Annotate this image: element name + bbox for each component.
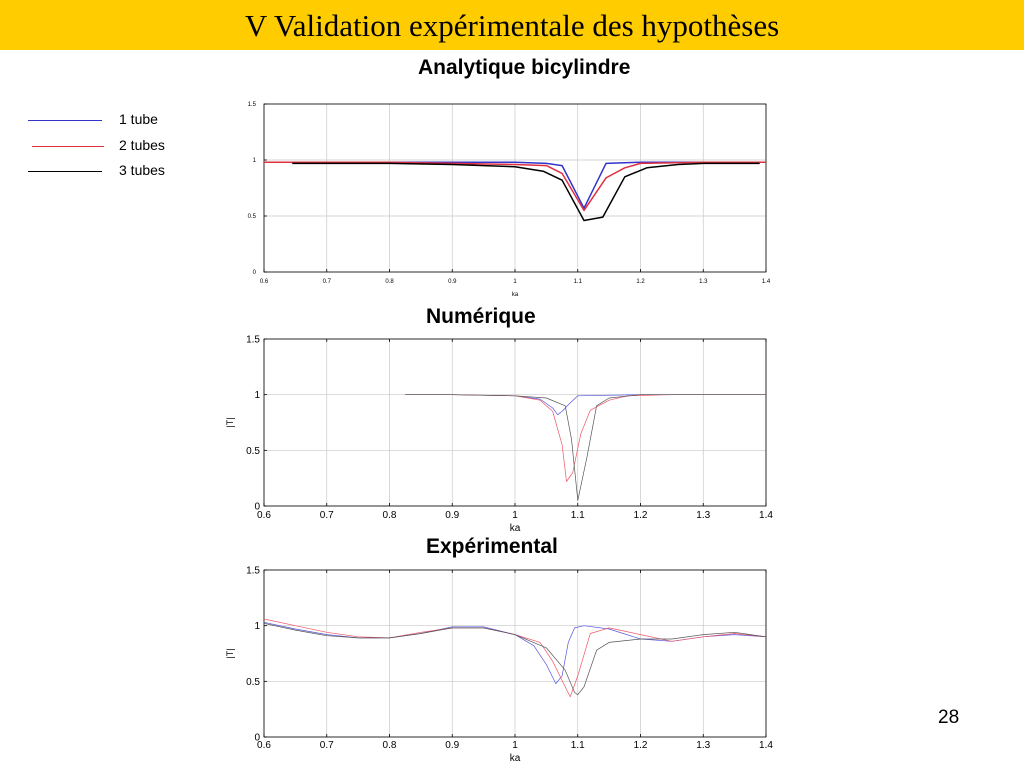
x-tick-label: 1.1 [574, 279, 583, 285]
series-line-2 [264, 161, 766, 212]
x-tick-label: 0.6 [260, 279, 269, 285]
legend-line-2-tubes [32, 146, 104, 147]
x-tick-label: 1.4 [762, 279, 771, 285]
legend-label-1-tube: 1 tube [119, 111, 158, 127]
legend-item-3-tubes: 3 tubes [28, 161, 198, 181]
y-tick-label: 1 [254, 390, 260, 401]
x-tick-label: 1 [512, 510, 518, 521]
x-axis-label: ka [510, 523, 521, 534]
x-tick-label: 1.2 [636, 279, 645, 285]
x-tick-label: 1.1 [571, 510, 585, 521]
y-tick-label: 1.5 [248, 102, 257, 108]
legend-item-2-tubes: 2 tubes [28, 136, 198, 156]
slide-title: V Validation expérimentale des hypothèse… [244, 8, 780, 43]
chart-1: 0.6 0.7 0.8 0.9 1 1.1 1.2 1.3 1.4 0 0.5 1 1.5 ka |T| [225, 335, 773, 535]
chart-title-analytique: Analytique bicylindre [418, 56, 631, 79]
x-tick-label: 0.8 [385, 279, 394, 285]
y-tick-label: 0.5 [248, 214, 257, 220]
y-axis-label: |T| [225, 648, 235, 658]
x-tick-label: 1.3 [696, 510, 710, 521]
chart-title-numerique: Numérique [426, 305, 536, 328]
x-tick-label: 1 [513, 279, 517, 285]
y-tick-label: 0 [254, 502, 260, 513]
x-tick-label: 1 [512, 740, 518, 751]
x-tick-label: 1.2 [634, 740, 648, 751]
x-tick-label: 0.7 [323, 279, 332, 285]
x-axis-label: ka [510, 753, 521, 764]
x-axis-label: ka [512, 292, 519, 298]
x-tick-label: 1.1 [571, 740, 585, 751]
y-axis-label: |T| [225, 417, 235, 427]
y-tick-label: 0.5 [246, 677, 260, 688]
chart-0: 0.6 0.7 0.8 0.9 1 1.1 1.2 1.3 1.4 0 0.5 1 1.5 ka [248, 102, 771, 298]
chart-title-experimental: Expérimental [426, 535, 558, 558]
x-tick-label: 0.9 [445, 510, 459, 521]
x-tick-label: 1.2 [634, 510, 648, 521]
x-tick-label: 1.3 [699, 279, 708, 285]
legend-label-2-tubes: 2 tubes [119, 137, 165, 153]
series-line-1 [405, 394, 766, 416]
x-tick-label: 1.4 [759, 740, 773, 751]
y-tick-label: 0 [253, 270, 257, 276]
y-tick-label: 0 [254, 733, 260, 744]
x-tick-label: 0.6 [257, 510, 271, 521]
legend-item-1-tube: 1 tube [28, 110, 198, 130]
x-tick-label: 0.8 [383, 740, 397, 751]
x-tick-label: 1.3 [696, 740, 710, 751]
x-tick-label: 1.4 [759, 510, 773, 521]
x-tick-label: 0.7 [320, 740, 334, 751]
legend-label-3-tubes: 3 tubes [119, 162, 165, 178]
series-line-2 [405, 394, 766, 482]
series-line-3 [405, 394, 766, 501]
legend: 1 tube 2 tubes 3 tubes [28, 108, 198, 188]
x-tick-label: 0.8 [383, 510, 397, 521]
x-tick-label: 0.9 [448, 279, 457, 285]
series-line-1 [264, 161, 766, 209]
series-line-3 [292, 162, 760, 222]
x-tick-label: 0.7 [320, 510, 334, 521]
header-bar [0, 0, 1024, 50]
page-number: 28 [938, 707, 960, 728]
x-tick-label: 0.9 [445, 740, 459, 751]
x-tick-label: 0.6 [257, 740, 271, 751]
series-line-3 [263, 623, 767, 696]
legend-line-3-tubes [28, 171, 102, 172]
legend-line-1-tube [28, 120, 102, 121]
y-tick-label: 1.5 [246, 566, 260, 577]
y-tick-label: 1 [254, 621, 260, 632]
y-tick-label: 1.5 [246, 335, 260, 346]
chart-2: 0.6 0.7 0.8 0.9 1 1.1 1.2 1.3 1.4 0 0.5 1 1.5 ka |T| [225, 566, 773, 765]
y-tick-label: 0.5 [246, 446, 260, 457]
y-tick-label: 1 [253, 158, 257, 164]
